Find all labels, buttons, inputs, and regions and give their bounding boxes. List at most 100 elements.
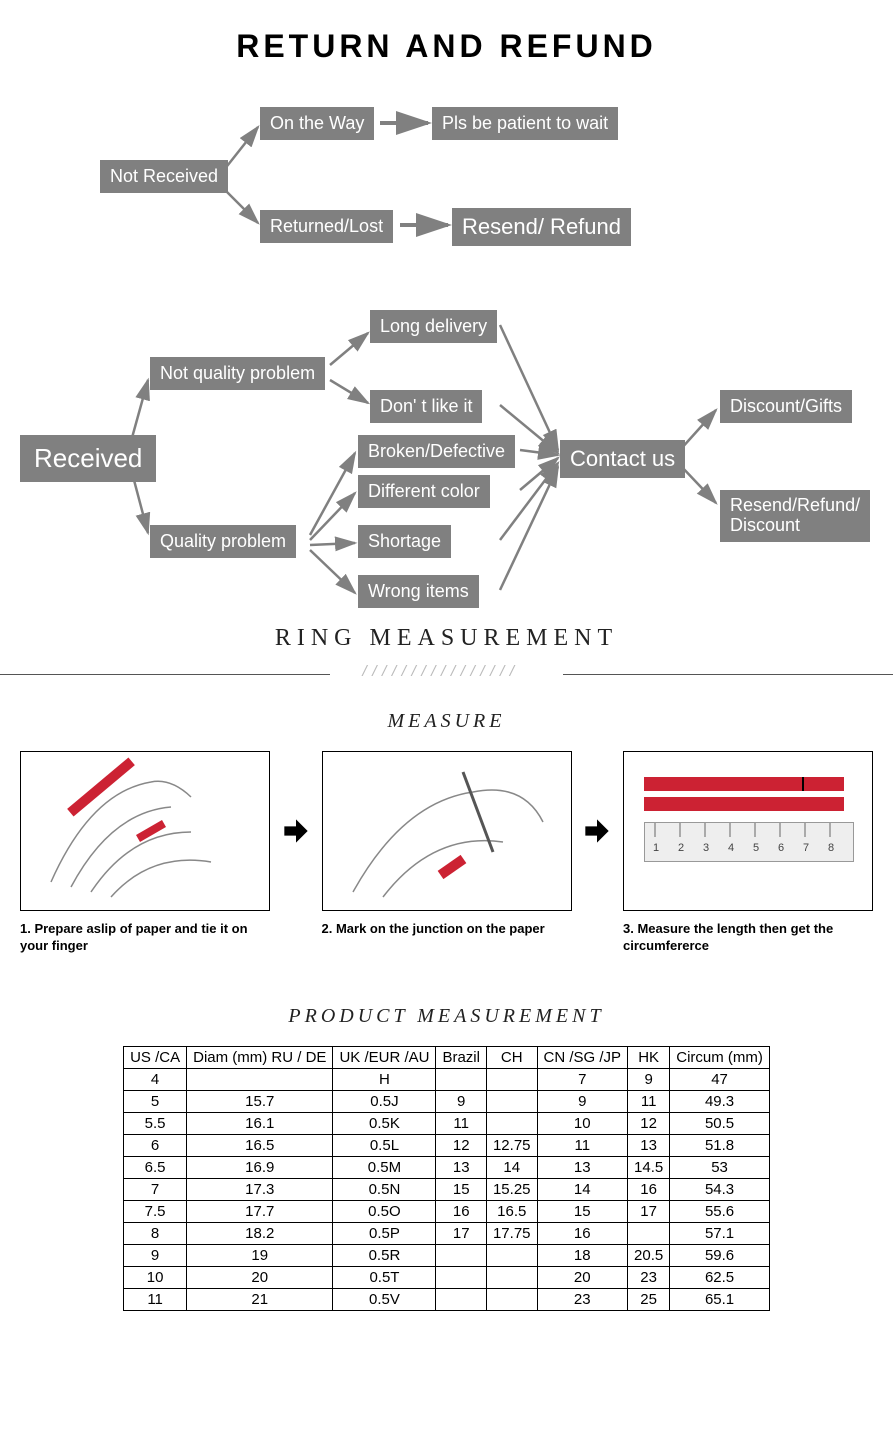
table-cell	[486, 1090, 537, 1112]
node-shortage: Shortage	[358, 525, 451, 558]
table-cell: 12	[628, 1112, 670, 1134]
table-cell: 20.5	[628, 1244, 670, 1266]
svg-text:8: 8	[828, 842, 834, 854]
svg-text:2: 2	[678, 842, 684, 854]
table-cell: 7	[537, 1068, 628, 1090]
table-cell	[486, 1266, 537, 1288]
table-cell: 6	[124, 1134, 187, 1156]
table-cell: 7	[124, 1178, 187, 1200]
measure-image-3: 1 2 3 4 5 6 7 8	[623, 751, 873, 911]
table-row: 717.30.5N1515.25141654.3	[124, 1178, 770, 1200]
svg-text:3: 3	[703, 842, 709, 854]
measure-step-1: 1. Prepare aslip of paper and tie it on …	[20, 751, 270, 955]
table-cell: 14	[486, 1156, 537, 1178]
table-cell: 12.75	[486, 1134, 537, 1156]
table-header: Brazil	[436, 1046, 487, 1068]
node-diff-color: Different color	[358, 475, 490, 508]
table-cell: 13	[628, 1134, 670, 1156]
table-row: 515.70.5J991149.3	[124, 1090, 770, 1112]
table-cell: 17.3	[187, 1178, 333, 1200]
measure-caption-2: 2. Mark on the junction on the paper	[322, 921, 572, 938]
svg-text:7: 7	[803, 842, 809, 854]
table-cell: 11	[436, 1112, 487, 1134]
node-discount-gifts: Discount/Gifts	[720, 390, 852, 423]
table-header: HK	[628, 1046, 670, 1068]
table-cell	[436, 1288, 487, 1310]
node-long-delivery: Long delivery	[370, 310, 497, 343]
table-cell: 16.5	[486, 1200, 537, 1222]
table-row: 616.50.5L1212.75111351.8	[124, 1134, 770, 1156]
table-cell: 14.5	[628, 1156, 670, 1178]
node-dont-like: Don' t like it	[370, 390, 482, 423]
table-cell: 16	[436, 1200, 487, 1222]
table-header: CN /SG /JP	[537, 1046, 628, 1068]
table-row: 818.20.5P1717.751657.1	[124, 1222, 770, 1244]
node-not-quality: Not quality problem	[150, 357, 325, 390]
table-cell: 0.5J	[333, 1090, 436, 1112]
table-cell: 57.1	[670, 1222, 770, 1244]
table-cell: 0.5N	[333, 1178, 436, 1200]
table-row: 11210.5V232565.1	[124, 1288, 770, 1310]
table-cell: 11	[537, 1134, 628, 1156]
table-cell	[436, 1244, 487, 1266]
table-header: Diam (mm) RU / DE	[187, 1046, 333, 1068]
table-cell: 11	[628, 1090, 670, 1112]
measure-image-2	[322, 751, 572, 911]
node-broken: Broken/Defective	[358, 435, 515, 468]
table-cell: 53	[670, 1156, 770, 1178]
table-cell: 0.5M	[333, 1156, 436, 1178]
table-cell: 13	[537, 1156, 628, 1178]
table-cell: 18	[537, 1244, 628, 1266]
table-cell: 65.1	[670, 1288, 770, 1310]
arrow-icon	[280, 751, 312, 911]
table-cell: 62.5	[670, 1266, 770, 1288]
table-row: 4H7947	[124, 1068, 770, 1090]
table-header: US /CA	[124, 1046, 187, 1068]
table-cell: 17	[628, 1200, 670, 1222]
table-cell: 5	[124, 1090, 187, 1112]
svg-text:1: 1	[653, 842, 659, 854]
table-cell: 17.75	[486, 1222, 537, 1244]
table-cell: 23	[628, 1266, 670, 1288]
svg-text:4: 4	[728, 842, 734, 854]
table-header: CH	[486, 1046, 537, 1068]
return-flowchart: Not Received On the Way Pls be patient t…	[0, 95, 893, 615]
measure-steps: 1. Prepare aslip of paper and tie it on …	[0, 751, 893, 955]
table-cell: 15	[537, 1200, 628, 1222]
ring-measurement-heading: RING MEASUREMENT	[0, 625, 893, 652]
table-cell: 9	[124, 1244, 187, 1266]
table-cell: 20	[187, 1266, 333, 1288]
table-cell: 12	[436, 1134, 487, 1156]
table-cell: 15.7	[187, 1090, 333, 1112]
svg-text:5: 5	[753, 842, 759, 854]
table-cell: 9	[628, 1068, 670, 1090]
table-cell: 4	[124, 1068, 187, 1090]
node-returned-lost: Returned/Lost	[260, 210, 393, 243]
measure-heading: MEASURE	[0, 710, 893, 733]
table-cell: 51.8	[670, 1134, 770, 1156]
table-cell: 47	[670, 1068, 770, 1090]
table-cell: 16	[628, 1178, 670, 1200]
table-row: 10200.5T202362.5	[124, 1266, 770, 1288]
table-cell: 54.3	[670, 1178, 770, 1200]
table-cell: 8	[124, 1222, 187, 1244]
table-cell: 6.5	[124, 1156, 187, 1178]
page-title: RETURN AND REFUND	[0, 0, 893, 95]
table-cell: 25	[628, 1288, 670, 1310]
table-cell: 19	[187, 1244, 333, 1266]
table-cell: 11	[124, 1288, 187, 1310]
node-resend-refund-discount: Resend/Refund/ Discount	[720, 490, 870, 542]
table-cell: 0.5T	[333, 1266, 436, 1288]
table-cell: 7.5	[124, 1200, 187, 1222]
node-on-the-way: On the Way	[260, 107, 374, 140]
table-cell: 59.6	[670, 1244, 770, 1266]
table-cell: 14	[537, 1178, 628, 1200]
table-cell	[486, 1244, 537, 1266]
measure-caption-1: 1. Prepare aslip of paper and tie it on …	[20, 921, 270, 955]
product-measurement-heading: PRODUCT MEASUREMENT	[0, 1005, 893, 1028]
table-cell: 0.5O	[333, 1200, 436, 1222]
table-cell: 15	[436, 1178, 487, 1200]
table-cell: 16.5	[187, 1134, 333, 1156]
svg-text:6: 6	[778, 842, 784, 854]
table-cell	[187, 1068, 333, 1090]
